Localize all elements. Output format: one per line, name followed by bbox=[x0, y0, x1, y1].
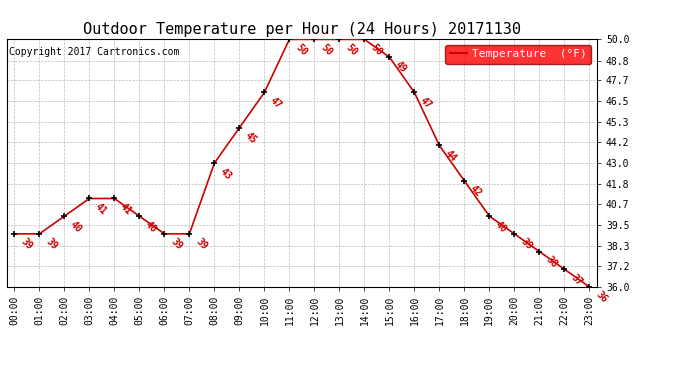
Text: 47: 47 bbox=[419, 95, 434, 111]
Text: 40: 40 bbox=[493, 219, 509, 234]
Text: 43: 43 bbox=[219, 166, 234, 181]
Text: 45: 45 bbox=[244, 130, 259, 146]
Text: 41: 41 bbox=[119, 201, 134, 217]
Text: 50: 50 bbox=[319, 42, 334, 57]
Title: Outdoor Temperature per Hour (24 Hours) 20171130: Outdoor Temperature per Hour (24 Hours) … bbox=[83, 22, 521, 37]
Text: 39: 39 bbox=[43, 237, 59, 252]
Text: 41: 41 bbox=[94, 201, 109, 217]
Text: 47: 47 bbox=[268, 95, 284, 111]
Text: 50: 50 bbox=[368, 42, 384, 57]
Text: 42: 42 bbox=[469, 184, 484, 199]
Text: 39: 39 bbox=[518, 237, 534, 252]
Text: 39: 39 bbox=[168, 237, 184, 252]
Text: 40: 40 bbox=[144, 219, 159, 234]
Legend: Temperature  (°F): Temperature (°F) bbox=[446, 45, 591, 64]
Text: 36: 36 bbox=[593, 290, 609, 305]
Text: 49: 49 bbox=[393, 60, 409, 75]
Text: 38: 38 bbox=[544, 254, 559, 270]
Text: 37: 37 bbox=[569, 272, 584, 287]
Text: 40: 40 bbox=[68, 219, 84, 234]
Text: 50: 50 bbox=[344, 42, 359, 57]
Text: 39: 39 bbox=[194, 237, 209, 252]
Text: 50: 50 bbox=[293, 42, 309, 57]
Text: 39: 39 bbox=[19, 237, 34, 252]
Text: 44: 44 bbox=[444, 148, 459, 164]
Text: Copyright 2017 Cartronics.com: Copyright 2017 Cartronics.com bbox=[9, 47, 179, 57]
